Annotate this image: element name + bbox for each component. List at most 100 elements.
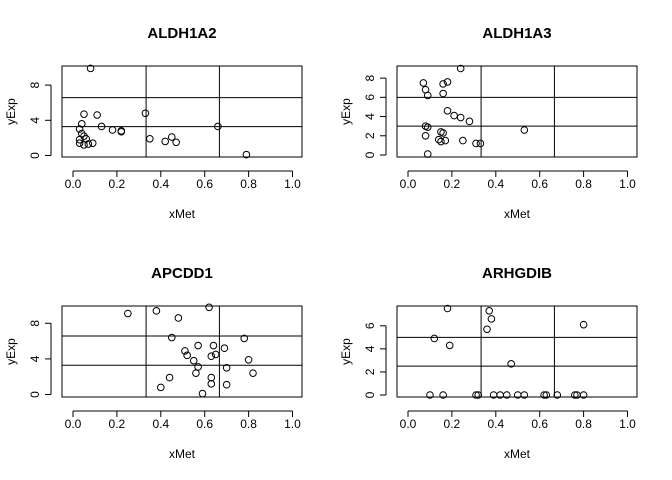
data-point (174, 314, 183, 322)
x-tick-label: 0.0 (65, 417, 82, 431)
data-point (445, 341, 454, 350)
data-point (84, 140, 93, 148)
panel-apcdd1: APCDD1 0.0 0.2 0.4 0.6 0.8 1.0 0 4 8 xMet yExp (4, 265, 303, 461)
y-tick-label: 4 (363, 345, 377, 352)
x-tick-label: 0.8 (240, 417, 257, 431)
x-tick-label: 0.4 (152, 177, 169, 191)
x-tick-label: 0.2 (444, 177, 461, 191)
data-point (249, 369, 257, 377)
data-point (209, 341, 218, 350)
x-axis-label: xMet (504, 447, 531, 461)
data-point (117, 127, 126, 136)
x-tick-label: 0.4 (487, 177, 504, 191)
y-tick-label: 6 (363, 322, 377, 329)
data-point (423, 150, 432, 158)
y-tick-label: 8 (28, 81, 42, 88)
x-tick-label: 0.0 (65, 177, 82, 191)
data-point (553, 391, 562, 399)
data-point (108, 126, 117, 134)
data-point (430, 334, 439, 343)
data-point (441, 136, 450, 145)
panel-title: ALDH1A2 (147, 25, 216, 42)
data-point (502, 391, 511, 399)
data-point (439, 129, 447, 137)
data-point (439, 391, 447, 399)
data-point (456, 113, 465, 122)
data-point (194, 363, 202, 371)
x-tick-label: 0.8 (575, 417, 592, 431)
data-point (443, 106, 452, 115)
data-point (152, 307, 161, 315)
x-axis-label: xMet (169, 447, 196, 461)
data-point (189, 356, 198, 365)
panel-title: ARHGDIB (482, 265, 552, 282)
data-point (207, 380, 216, 388)
data-point (80, 110, 88, 118)
data-point (483, 325, 491, 334)
data-point (205, 303, 213, 312)
data-point (214, 122, 222, 131)
data-point (93, 111, 101, 119)
x-tick-label: 0.4 (487, 417, 504, 431)
data-point (474, 391, 483, 399)
y-axis-label: yExp (4, 338, 18, 365)
y-tick-label: 0 (28, 391, 42, 398)
y-tick-label: 4 (28, 355, 42, 362)
data-point (450, 111, 458, 120)
y-axis-label: yExp (339, 338, 353, 365)
data-point (183, 351, 191, 360)
y-tick-label: 0 (363, 151, 377, 158)
data-point (465, 117, 474, 126)
data-point (426, 391, 434, 399)
data-point (423, 91, 432, 100)
data-point (97, 122, 106, 131)
data-point (77, 120, 86, 128)
y-axis-label: yExp (4, 98, 18, 125)
x-tick-label: 1.0 (284, 177, 301, 191)
x-axis-label: xMet (169, 207, 196, 221)
x-tick-label: 1.0 (619, 177, 636, 191)
data-point (75, 139, 84, 147)
data-point (86, 64, 95, 73)
data-point (172, 138, 180, 147)
data-point (507, 360, 515, 368)
data-point (157, 383, 165, 392)
y-tick-label: 8 (363, 74, 377, 81)
data-point (141, 109, 150, 118)
data-point (167, 133, 176, 141)
data-point (242, 150, 251, 159)
panel-title: ALDH1A3 (482, 25, 551, 42)
data-point (520, 391, 529, 399)
data-point (540, 391, 548, 399)
y-tick-label: 6 (363, 94, 377, 101)
data-point (487, 315, 496, 323)
data-point (222, 364, 231, 372)
y-tick-label: 4 (363, 113, 377, 120)
data-point (437, 137, 445, 146)
data-point (181, 347, 189, 355)
x-axis-label: xMet (504, 207, 531, 221)
y-tick-label: 8 (28, 320, 42, 327)
data-point (472, 391, 480, 399)
plot-frame (61, 65, 303, 158)
x-tick-label: 0.2 (444, 417, 461, 431)
y-tick-label: 0 (363, 391, 377, 398)
data-point (167, 333, 176, 342)
data-point (520, 126, 529, 134)
x-tick-label: 1.0 (284, 417, 301, 431)
x-tick-label: 0.6 (531, 177, 548, 191)
data-point (423, 123, 432, 131)
data-point (443, 78, 452, 86)
plot-frame (396, 305, 638, 398)
data-point (579, 320, 588, 329)
x-tick-label: 0.6 (196, 417, 213, 431)
data-point (75, 125, 84, 133)
data-point (161, 137, 169, 146)
plot-frame (61, 305, 303, 398)
x-tick-label: 0.8 (575, 177, 592, 191)
data-point (192, 369, 200, 377)
panel-arhgdib: ARHGDIB 0.0 0.2 0.4 0.6 0.8 1.0 0 2 4 6 xMet yExp (339, 265, 638, 461)
x-tick-label: 0.0 (400, 177, 417, 191)
y-tick-label: 0 (28, 152, 42, 159)
y-tick-label: 4 (28, 117, 42, 124)
